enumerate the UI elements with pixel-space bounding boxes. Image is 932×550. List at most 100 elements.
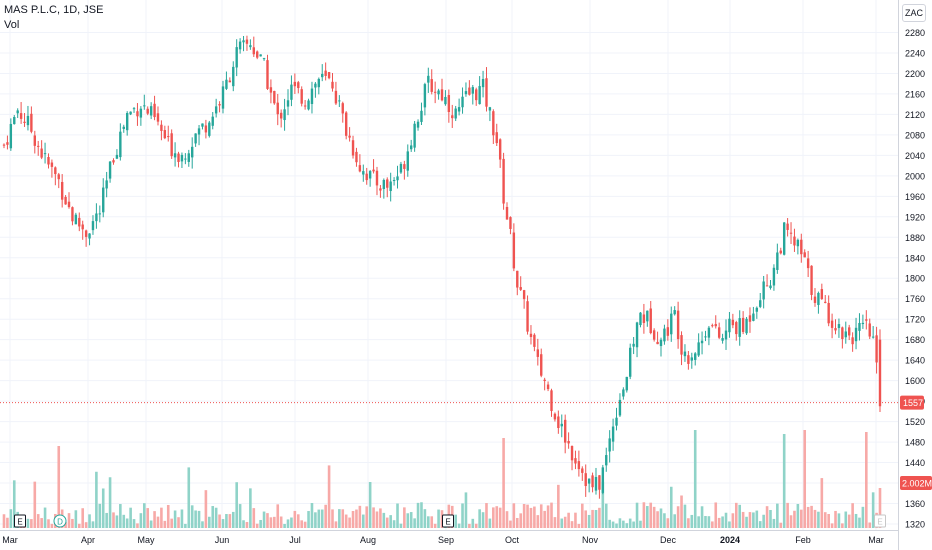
volume-bar [656, 511, 659, 528]
candle-body [464, 91, 468, 95]
candle-body [54, 167, 57, 175]
volume-bar [454, 514, 457, 528]
volume-bar [457, 523, 461, 528]
volume-bar [146, 508, 150, 528]
volume-bar [779, 522, 783, 528]
volume-bar [854, 513, 858, 528]
event-marker[interactable]: E [442, 514, 454, 528]
candle-body [533, 334, 536, 347]
volume-bar [830, 523, 834, 528]
candle-body [841, 327, 844, 340]
volume-bar [505, 511, 509, 528]
volume-bar [71, 518, 74, 528]
candle-body [344, 112, 348, 136]
volume-bar [865, 432, 868, 528]
candle-body [806, 258, 810, 269]
candle-body [283, 109, 286, 121]
candle-body [587, 478, 591, 484]
volume-bar [314, 512, 317, 528]
volume-bar [427, 516, 430, 528]
volume-bar [74, 510, 78, 528]
volume-bar [611, 521, 615, 528]
event-marker-label: E [17, 518, 22, 527]
candle-body [830, 320, 834, 328]
candle-body [803, 252, 806, 258]
candle-body [420, 110, 423, 122]
volume-bar [745, 516, 748, 528]
candle-body [327, 72, 331, 79]
candle-body [670, 313, 673, 335]
volume-bar [88, 514, 91, 528]
candle-body [741, 317, 745, 332]
volume-bar [259, 519, 262, 528]
volume-bar [303, 521, 307, 528]
volume-bar [242, 520, 245, 528]
price-tick-label: 1320 [905, 520, 925, 530]
candle-body [492, 111, 495, 136]
earnings-marker-icon [874, 514, 886, 528]
event-marker[interactable]: E [14, 514, 26, 528]
candle-body [649, 308, 652, 334]
candle-body [512, 232, 516, 269]
candle-body [868, 323, 871, 337]
currency-badge[interactable]: ZAC [902, 4, 926, 22]
candle-body [43, 153, 47, 155]
volume-bar [594, 509, 598, 528]
candle-body [591, 475, 594, 488]
volume-bar [628, 518, 632, 528]
volume-bar [834, 510, 837, 528]
volume-bar [296, 514, 300, 528]
candle-body [71, 207, 74, 222]
volume-bar [125, 518, 129, 528]
volume-bar [338, 509, 341, 528]
candle-body [368, 171, 372, 179]
candle-body [690, 357, 693, 361]
volume-bar [108, 477, 112, 528]
candle-body [509, 217, 512, 229]
volume-bar [649, 502, 653, 528]
candle-body [416, 121, 420, 128]
time-tick-label: Apr [81, 535, 95, 545]
candle-body [717, 327, 721, 338]
volume-bar [707, 516, 711, 528]
candle-body [813, 296, 817, 303]
volume-bar [77, 523, 81, 528]
volume-bar [416, 502, 420, 528]
candle-body [375, 170, 379, 186]
chart-legend: MAS P.L.C, 1D, JSE Vol [4, 3, 103, 33]
time-tick-label: Nov [582, 535, 599, 545]
candle-body [666, 327, 670, 336]
candle-body [570, 446, 574, 461]
event-marker[interactable]: E [874, 514, 886, 528]
candle-body [673, 310, 676, 315]
volume-bar [847, 514, 851, 528]
candle-body [601, 467, 605, 493]
volume-bar [769, 510, 772, 528]
price-tick-label: 1680 [905, 335, 925, 345]
volume-bar [221, 519, 225, 528]
volume-bar [307, 511, 310, 528]
volume-bar [806, 506, 810, 528]
candle-body [875, 335, 878, 363]
candle-body [392, 179, 396, 181]
candle-body [786, 223, 789, 230]
candle-body [245, 39, 249, 44]
volume-bar [355, 509, 358, 528]
candle-body [540, 354, 543, 376]
candle-body [238, 41, 242, 50]
event-marker[interactable]: D [53, 514, 67, 528]
candle-body [139, 108, 143, 118]
volume-label: Vol [4, 19, 20, 31]
candle-body [659, 339, 663, 347]
candle-body [485, 78, 488, 107]
candle-body [824, 301, 827, 303]
candle-body [399, 163, 403, 173]
candle-body [687, 355, 690, 364]
candle-body [611, 426, 615, 442]
volume-bar [392, 520, 396, 528]
volume-bar [372, 507, 375, 528]
candle-body [865, 319, 868, 321]
volume-bar [358, 505, 362, 528]
